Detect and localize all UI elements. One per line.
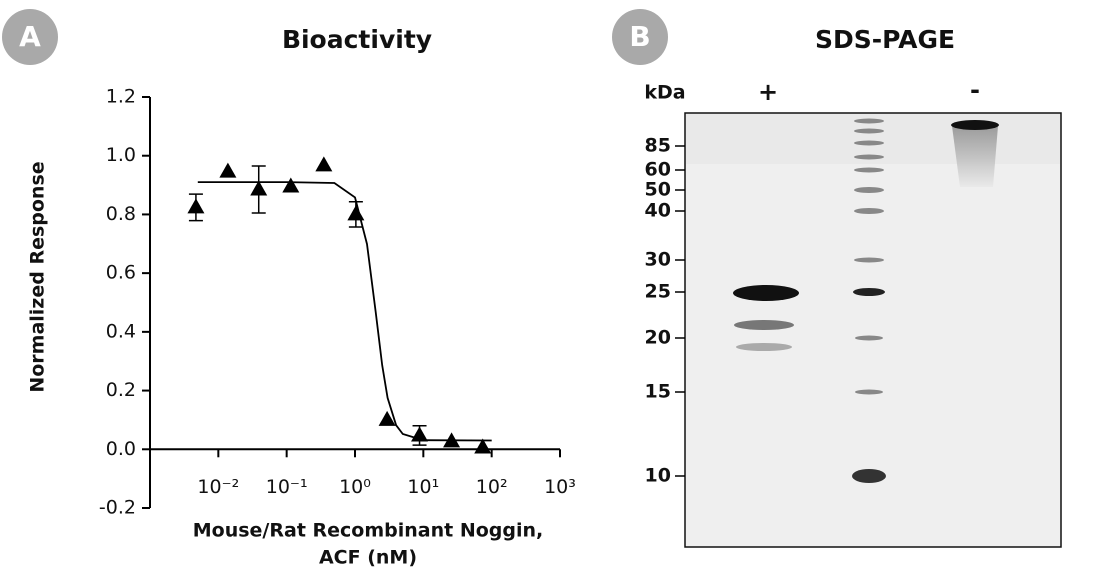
gel-title: SDS-PAGE — [815, 25, 955, 54]
panel-badge — [612, 9, 668, 65]
marker-label: 50 — [645, 179, 671, 201]
y-tick-label: 1.2 — [106, 86, 136, 108]
fit-curve — [197, 181, 492, 442]
y-tick-label: 0.4 — [106, 320, 136, 342]
data-point — [315, 156, 333, 172]
panel-badge — [2, 9, 58, 65]
marker-label: 85 — [645, 135, 671, 157]
x-tick-label: 10⁻² — [197, 476, 239, 498]
marker-label: 40 — [645, 200, 671, 222]
lane-label: + — [758, 78, 778, 106]
x-tick-label: 10² — [476, 476, 508, 498]
data-point — [250, 180, 268, 196]
data-point — [347, 205, 365, 221]
data-point — [187, 198, 205, 214]
lane-label: - — [970, 76, 980, 104]
y-tick-label: 0.0 — [106, 438, 136, 460]
marker-label: 30 — [645, 249, 671, 271]
y-tick-label: -0.2 — [99, 497, 136, 519]
chart-title: Bioactivity — [282, 25, 432, 54]
y-tick-label: 0.8 — [106, 203, 136, 225]
marker-label: 15 — [645, 381, 671, 403]
marker-label: 60 — [645, 159, 671, 181]
x-axis-title: ACF (nM) — [319, 547, 417, 569]
panel-letter: B — [629, 20, 650, 53]
y-tick-label: 0.2 — [106, 379, 136, 401]
x-tick-label: 10⁰ — [339, 476, 371, 498]
gel-unit: kDa — [644, 82, 685, 104]
data-point — [411, 426, 429, 442]
x-tick-label: 10³ — [544, 476, 576, 498]
y-tick-label: 1.0 — [106, 144, 136, 166]
y-axis-title: Normalized Response — [27, 161, 49, 392]
data-point — [219, 162, 237, 178]
panel-letter: A — [19, 20, 41, 53]
marker-label: 25 — [645, 281, 671, 303]
data-point — [474, 438, 492, 454]
marker-label: 10 — [645, 465, 671, 487]
data-point — [443, 432, 461, 448]
marker-label: 20 — [645, 327, 671, 349]
y-tick-label: 0.6 — [106, 262, 136, 284]
gel-image — [684, 112, 1062, 548]
x-axis-title: Mouse/Rat Recombinant Noggin, — [193, 520, 544, 542]
data-point — [282, 177, 300, 193]
data-point — [378, 410, 396, 426]
x-tick-label: 10¹ — [407, 476, 439, 498]
x-tick-label: 10⁻¹ — [266, 476, 308, 498]
